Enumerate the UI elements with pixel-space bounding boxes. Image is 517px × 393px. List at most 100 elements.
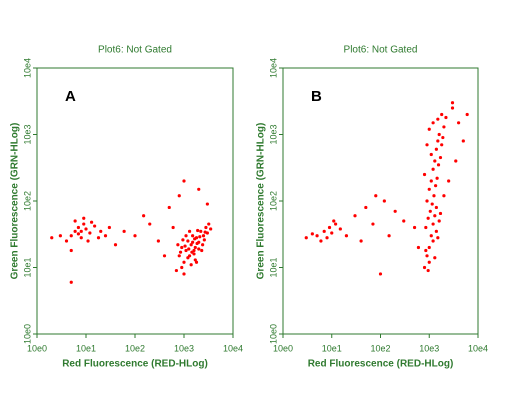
event-dot — [426, 268, 430, 273]
event-dot — [434, 205, 438, 210]
event-dot — [171, 225, 175, 230]
x-tick-label: 10e0 — [27, 343, 47, 353]
event-dot — [162, 254, 167, 258]
event-dot — [201, 234, 206, 238]
event-dot — [88, 231, 92, 235]
event-dot — [425, 254, 429, 258]
event-dot — [64, 239, 69, 243]
event-dot — [183, 244, 187, 248]
event-dot — [437, 219, 441, 223]
event-dot — [201, 243, 205, 247]
event-dot — [327, 225, 332, 230]
x-tick-label: 10e0 — [273, 343, 293, 353]
event-dot — [338, 227, 342, 231]
event-dot — [434, 184, 438, 188]
event-dot — [193, 245, 197, 250]
event-dot — [438, 155, 443, 160]
event-dot — [465, 112, 469, 117]
event-dot — [382, 199, 386, 203]
event-dot — [73, 219, 77, 223]
event-dot — [436, 117, 440, 121]
event-dot — [431, 222, 435, 226]
event-dot — [89, 220, 94, 224]
event-dot — [195, 241, 199, 246]
event-dot — [436, 236, 440, 240]
event-dot — [461, 139, 465, 143]
event-dot — [86, 239, 90, 243]
y-tick-label: 10e4 — [268, 58, 278, 78]
y-tick-label: 10e1 — [268, 257, 278, 277]
event-dot — [371, 222, 375, 226]
event-dot — [202, 238, 206, 242]
event-dot — [207, 222, 211, 226]
event-dot — [374, 194, 378, 198]
event-dot — [50, 236, 54, 240]
event-dot — [436, 163, 441, 167]
event-dot — [430, 202, 434, 206]
event-dot — [69, 234, 73, 238]
event-dot — [433, 256, 437, 260]
event-dot — [437, 132, 441, 137]
x-tick-label: 10e3 — [419, 343, 439, 353]
event-dot — [441, 135, 445, 140]
event-dot — [196, 228, 200, 233]
event-dot — [182, 260, 186, 264]
event-dot — [447, 179, 451, 183]
event-dot — [103, 234, 108, 238]
event-dot — [444, 115, 448, 120]
event-dot — [107, 225, 111, 230]
event-dot — [203, 230, 207, 234]
event-dot — [426, 216, 430, 220]
event-dot — [450, 106, 455, 110]
event-dot — [332, 219, 336, 223]
event-dot — [325, 236, 329, 240]
event-dot — [310, 232, 314, 236]
event-dot — [416, 245, 421, 250]
event-dot — [433, 159, 437, 163]
plot-frame — [36, 67, 234, 335]
event-dot — [434, 229, 438, 233]
event-dot — [429, 234, 433, 238]
event-dot — [450, 101, 455, 105]
event-dot — [387, 234, 391, 238]
y-tick-label: 10e0 — [22, 324, 32, 344]
event-dot — [197, 247, 201, 251]
event-dot — [436, 139, 440, 143]
event-dot — [174, 268, 179, 273]
event-dot — [184, 234, 188, 238]
event-dot — [204, 225, 208, 230]
event-dot — [191, 234, 195, 238]
event-dot — [402, 219, 406, 223]
plot-title: Plot6: Not Gated — [344, 45, 418, 56]
event-dot — [187, 229, 192, 233]
event-dot — [84, 227, 88, 231]
event-dot — [440, 112, 444, 117]
event-dot — [435, 176, 439, 180]
event-dot — [113, 243, 118, 247]
event-dot — [180, 265, 184, 270]
event-dot — [427, 127, 431, 131]
y-axis-label: Green Fluorescence (GRN-HLog) — [10, 123, 21, 280]
event-dot — [412, 225, 417, 230]
event-dot — [190, 250, 194, 254]
y-tick-label: 10e3 — [268, 124, 278, 144]
event-dot — [315, 234, 319, 238]
event-dot — [177, 194, 181, 198]
event-dot — [344, 234, 349, 238]
event-dot — [186, 256, 190, 260]
event-dot — [182, 179, 186, 183]
event-dot — [442, 125, 446, 129]
event-dot — [424, 248, 428, 253]
event-dot — [422, 172, 427, 177]
event-dot — [79, 229, 83, 233]
event-dot — [186, 239, 190, 243]
x-tick-label: 10e1 — [322, 343, 342, 353]
x-tick-label: 10e1 — [76, 343, 96, 353]
event-dot — [428, 209, 432, 213]
event-dot — [304, 236, 308, 240]
event-dot — [200, 248, 204, 253]
plot-title: Plot6: Not Gated — [98, 45, 172, 56]
x-tick-label: 10e4 — [223, 343, 243, 353]
event-dot — [133, 234, 137, 238]
event-dot — [178, 250, 183, 254]
